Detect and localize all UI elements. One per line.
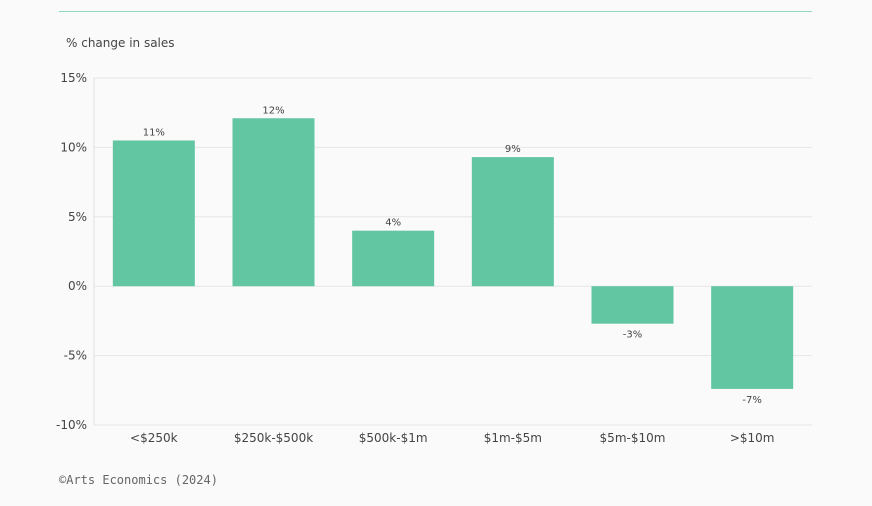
data-label: 9% — [505, 144, 521, 155]
x-tick-label: $1m-$5m — [484, 431, 542, 445]
data-label: 12% — [262, 105, 284, 116]
bar[interactable] — [711, 286, 794, 389]
y-axis-title: % change in sales — [66, 36, 175, 50]
y-tick-label: -5% — [64, 349, 87, 363]
bar[interactable] — [471, 157, 554, 287]
x-tick-label: $5m-$10m — [600, 431, 666, 445]
x-tick-label: <$250k — [130, 431, 178, 445]
data-label: -7% — [742, 395, 761, 406]
y-tick-label: 15% — [60, 71, 87, 85]
bar[interactable] — [352, 230, 435, 287]
y-tick-label: 10% — [60, 140, 87, 154]
bar[interactable] — [112, 140, 195, 287]
bar[interactable] — [591, 286, 674, 324]
y-tick-label: -10% — [56, 418, 87, 432]
data-label: 4% — [385, 218, 401, 229]
y-tick-label: 5% — [68, 210, 87, 224]
source-credit: ©Arts Economics (2024) — [59, 473, 218, 487]
data-label: 11% — [143, 127, 165, 138]
data-label: -3% — [623, 330, 642, 341]
x-tick-label: >$10m — [730, 431, 775, 445]
top-divider — [59, 11, 812, 12]
x-tick-label: $500k-$1m — [359, 431, 428, 445]
bar[interactable] — [232, 118, 315, 287]
x-tick-label: $250k-$500k — [234, 431, 313, 445]
y-tick-label: 0% — [68, 279, 87, 293]
